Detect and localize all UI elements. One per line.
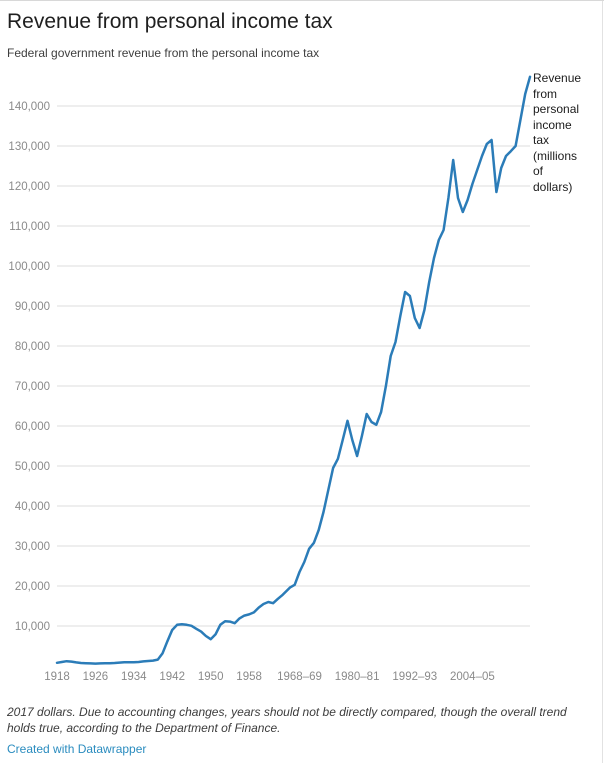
series-label-line: (millions <box>533 148 578 163</box>
y-axis-tick-label: 90,000 <box>15 301 50 313</box>
chart-notes: 2017 dollars. Due to accounting changes,… <box>7 705 567 735</box>
y-axis-tick-label: 50,000 <box>15 461 50 473</box>
series-label-line: income <box>533 117 572 132</box>
y-axis-tick-label: 110,000 <box>9 221 50 233</box>
chart-header: Revenue from personal income tax Federal… <box>7 10 574 60</box>
x-axis-tick-label: 1918 <box>44 671 70 683</box>
x-axis-tick-label: 1950 <box>198 671 224 683</box>
x-axis-tick-label: 1934 <box>121 671 147 683</box>
y-axis-tick-label: 30,000 <box>15 541 50 553</box>
revenue-line <box>55 75 532 665</box>
chart-subtitle: Federal government revenue from the pers… <box>7 46 320 60</box>
y-axis-tick-label: 20,000 <box>15 581 50 593</box>
y-axis-tick-label: 70,000 <box>15 381 50 393</box>
chart-title: Revenue from personal income tax <box>7 10 333 33</box>
y-axis-tick-label: 100,000 <box>8 261 50 273</box>
chart-footer: 2017 dollars. Due to accounting changes,… <box>7 704 590 758</box>
series-label-line: from <box>533 86 557 101</box>
datawrapper-credit-link[interactable]: Created with Datawrapper <box>7 742 147 756</box>
series-label-line: tax <box>533 133 550 147</box>
y-axis-tick-label: 140,000 <box>8 101 50 113</box>
series-label-line: personal <box>533 102 580 116</box>
series-label-line: dollars) <box>533 179 573 194</box>
y-axis-tick-label: 40,000 <box>15 501 50 513</box>
series-label: Revenue from personal income tax (millions of d… <box>533 71 601 195</box>
y-axis-tick-label: 120,000 <box>8 181 50 193</box>
y-axis-tick-label: 10,000 <box>15 621 50 633</box>
series-label-line: Revenue <box>533 71 582 85</box>
x-axis-tick-label: 1926 <box>83 671 109 683</box>
scrollbar-track[interactable] <box>602 1 603 763</box>
y-axis-tick-label: 80,000 <box>15 341 50 353</box>
x-axis-tick-label: 1942 <box>159 671 185 683</box>
y-axis-tick-label: 130,000 <box>8 141 50 153</box>
x-axis-tick-label: 1968–69 <box>277 671 322 683</box>
y-axis-tick-label: 60,000 <box>15 421 50 433</box>
x-axis-tick-label: 1980–81 <box>335 671 380 683</box>
x-axis-tick-label: 1958 <box>236 671 262 683</box>
x-axis-tick-label: 1992–93 <box>392 671 437 683</box>
series-label-line: of <box>533 164 544 178</box>
x-axis-tick-label: 2004–05 <box>450 671 495 683</box>
